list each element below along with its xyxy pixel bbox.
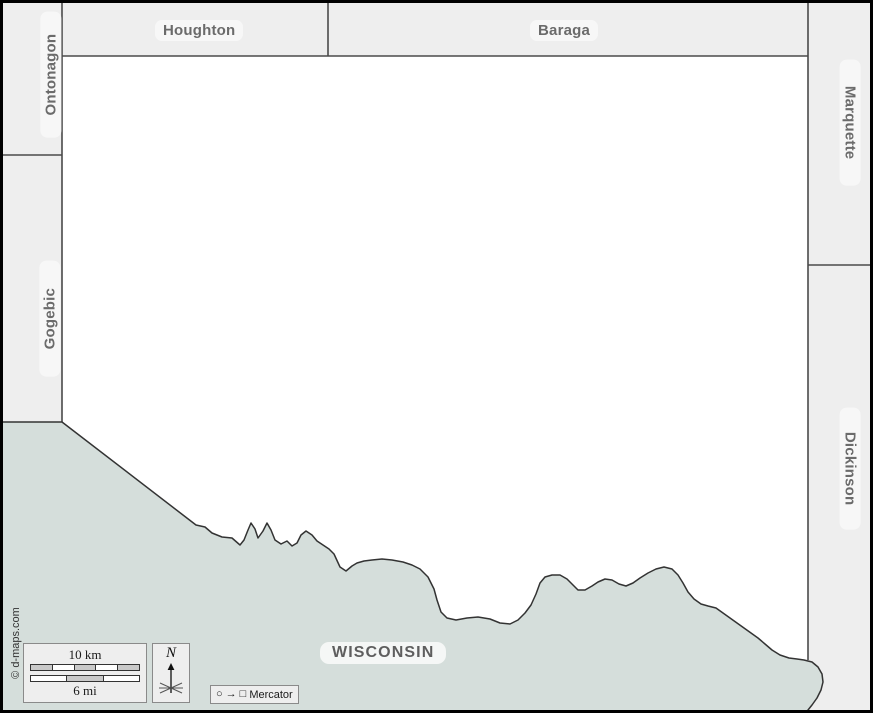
projection-label: Mercator	[249, 688, 293, 701]
scale-metric-label: 10 km	[68, 646, 102, 662]
county-label-gogebic: Gogebic	[39, 260, 61, 377]
projection-badge: ○ → □ Mercator	[210, 685, 299, 704]
compass-north-label: N	[165, 645, 176, 661]
county-area-dickinson	[808, 265, 870, 710]
county-label-baraga: Baraga	[530, 20, 599, 42]
scale-segment	[118, 665, 139, 670]
copyright-credit: © d-maps.com	[10, 607, 22, 679]
compass-rose: N	[152, 643, 190, 703]
scale-segment	[74, 665, 97, 670]
scale-segment	[67, 676, 104, 681]
scale-bar: 10 km 6 mi	[23, 643, 147, 703]
country-label-wisconsin: WISCONSIN	[320, 642, 447, 664]
county-label-marquette: Marquette	[839, 59, 861, 186]
scale-segment	[31, 676, 68, 681]
scale-bar-imperial	[30, 675, 140, 682]
scale-bar-metric	[30, 664, 140, 671]
county-label-ontonagon: Ontonagon	[40, 11, 62, 138]
scale-segment	[52, 665, 75, 670]
boundary-wisconsin-state-line	[2, 421, 824, 711]
scale-segment	[96, 665, 119, 670]
county-label-dickinson: Dickinson	[839, 407, 861, 530]
scale-segment	[31, 665, 53, 670]
arrow-right-icon: →	[225, 688, 237, 700]
map-square-icon: □	[239, 688, 247, 700]
north-arrow-icon	[159, 663, 183, 694]
county-label-houghton: Houghton	[155, 20, 244, 42]
globe-circle-icon: ○	[216, 688, 223, 700]
scale-imperial-label: 6 mi	[73, 683, 97, 698]
scale-segment	[103, 676, 139, 681]
